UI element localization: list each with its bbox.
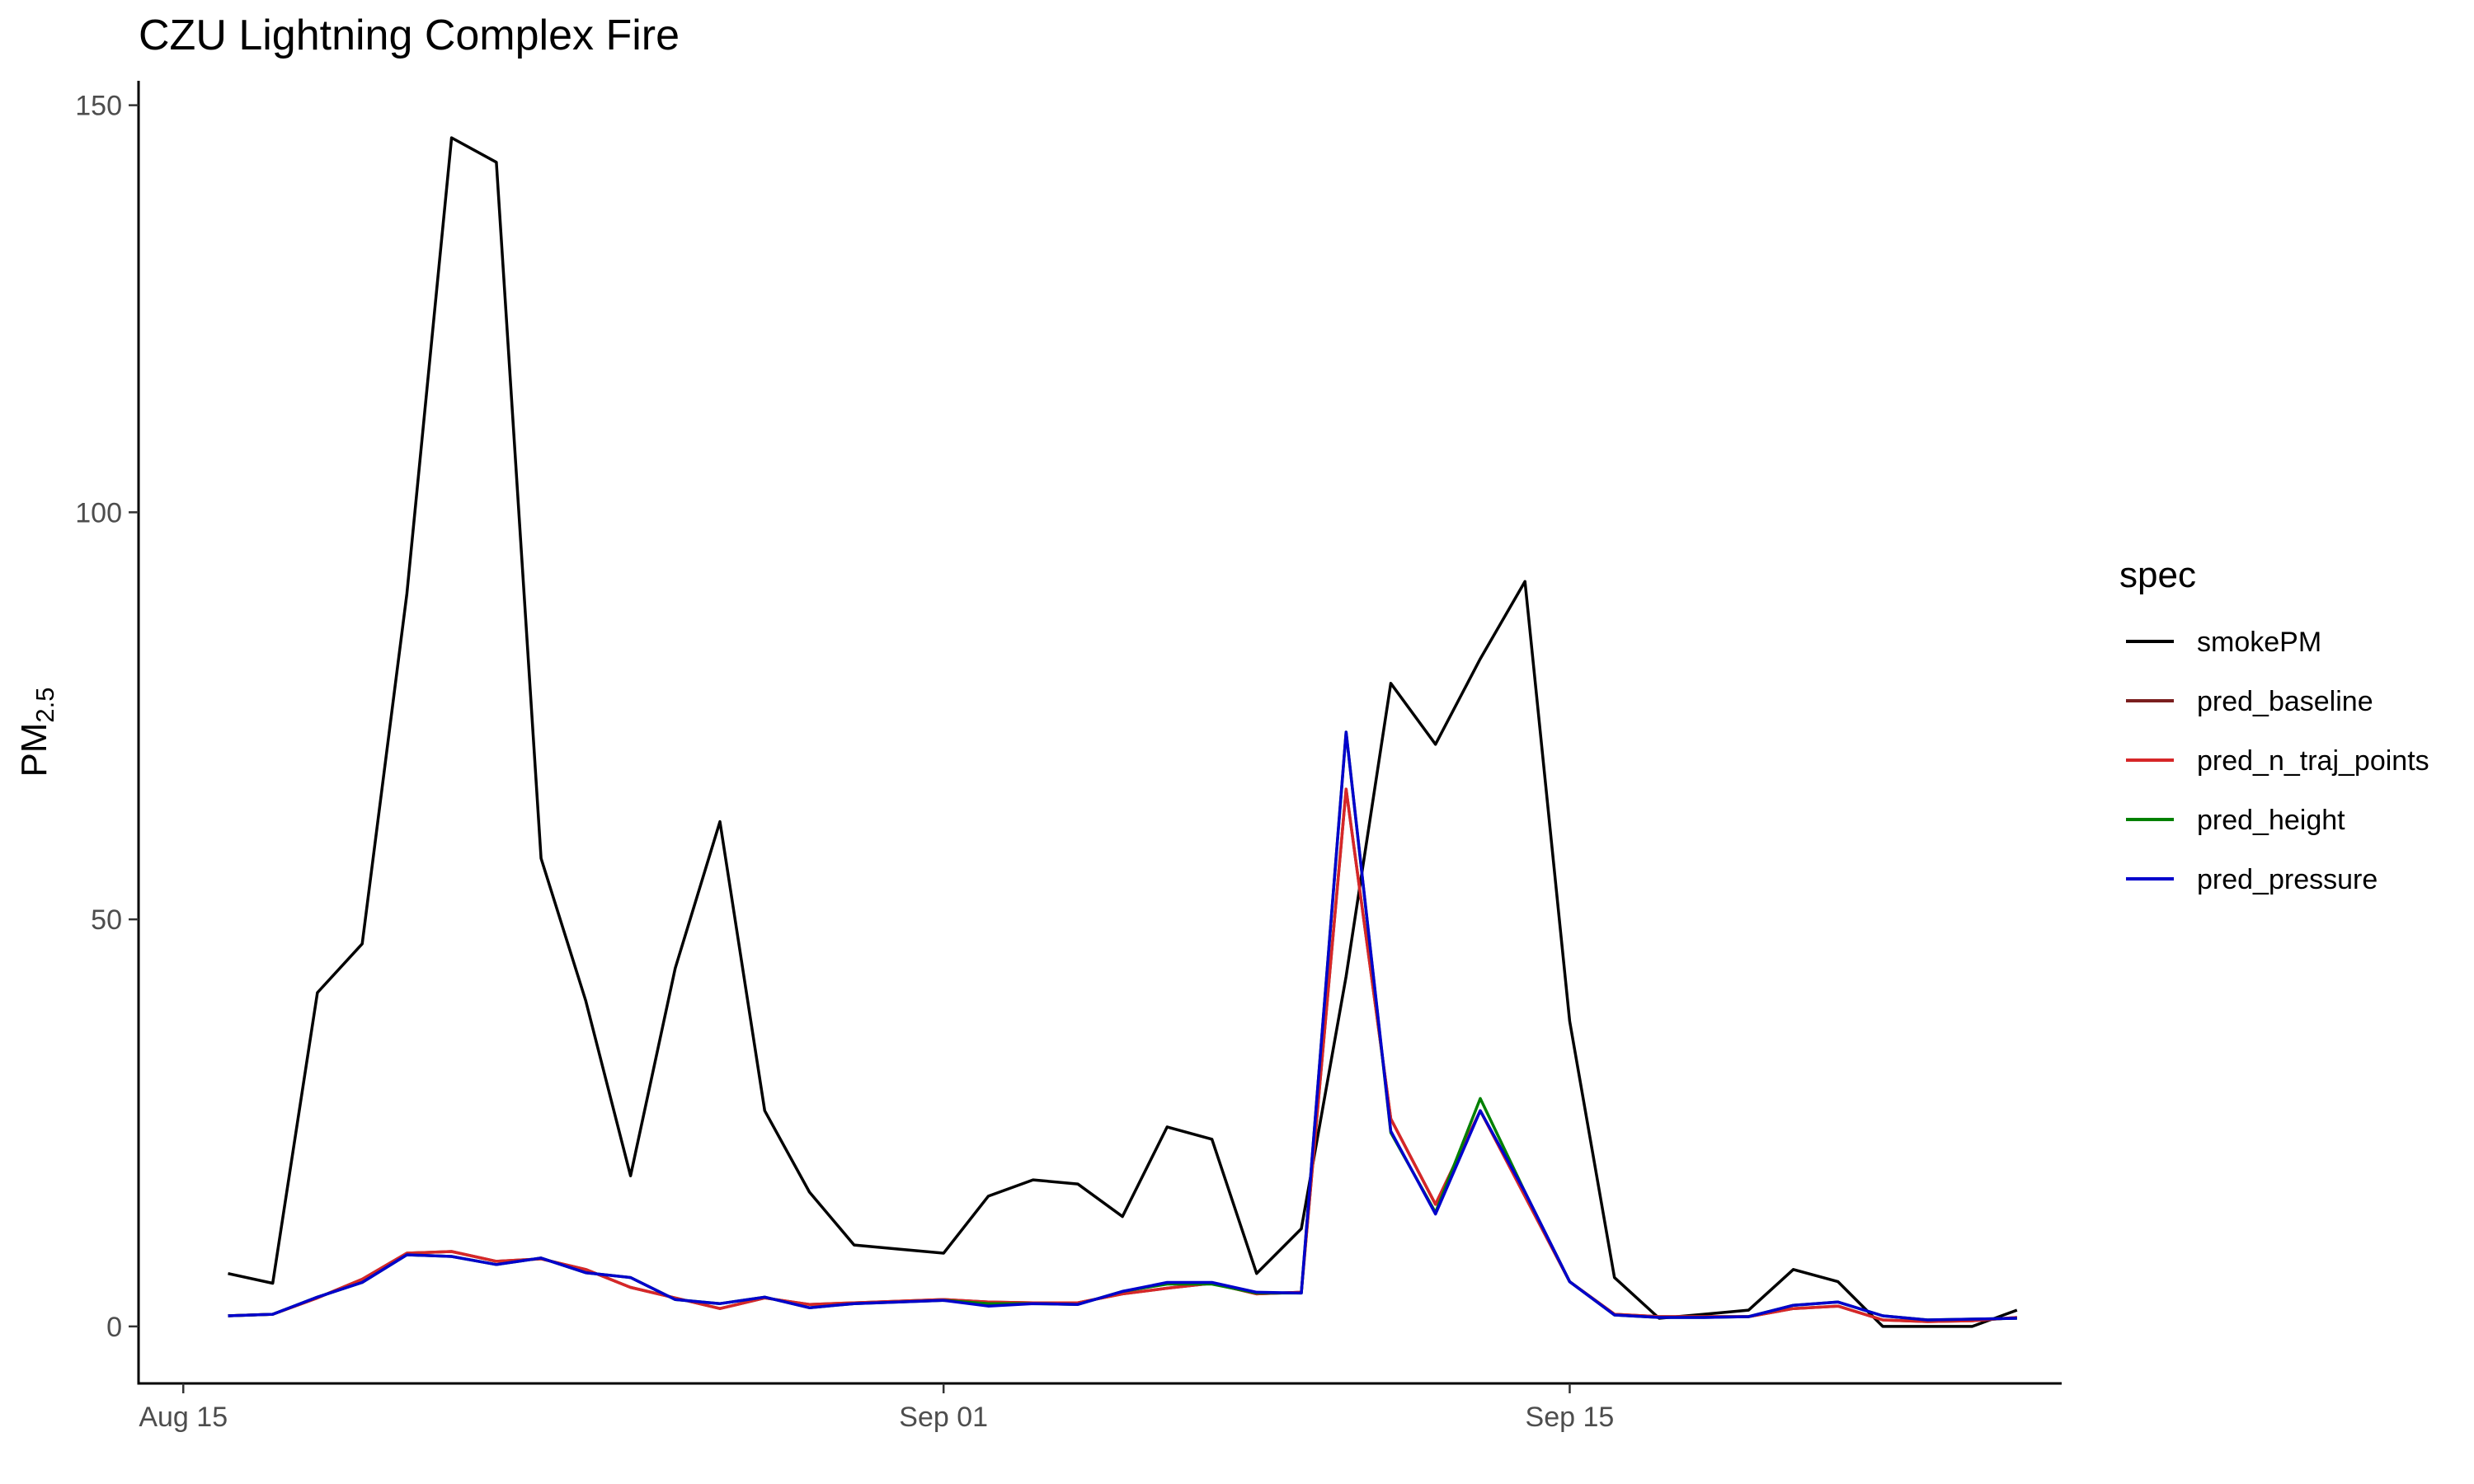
legend-items: smokePM pred_baseline pred_n_traj_pointspr… <box>2126 627 2429 895</box>
legend-label: pred_height <box>2197 805 2345 836</box>
x-tick-label: Sep 01 <box>899 1402 988 1433</box>
legend-title: spec <box>2119 555 2196 595</box>
x-tick-label: Aug 15 <box>139 1402 228 1433</box>
legend: spec smokePM pred_baseline pred_n_traj_poi… <box>2119 555 2429 895</box>
y-tick-label: 150 <box>75 91 122 122</box>
y-tick-label: 50 <box>91 904 122 936</box>
series-line-pred-baseline <box>228 787 2017 1323</box>
series-line-smokePM <box>228 136 2018 1328</box>
chart-title: CZU Lightning Complex Fire <box>139 12 680 59</box>
y-axis-title: PM2.5 <box>14 687 59 777</box>
x-axis-ticks: Aug 15 Sep 01 Sep 15 <box>139 1383 1614 1433</box>
legend-label: pred_baseline <box>2197 686 2373 717</box>
series-line-pred-height <box>228 730 2017 1322</box>
y-tick-label: 0 <box>106 1312 122 1343</box>
legend-label: pred_pressure <box>2197 864 2378 895</box>
y-axis-ticks: 0 50 100 150 <box>75 91 139 1343</box>
x-tick-label: Sep 15 <box>1526 1402 1615 1433</box>
series-line-pred-n-traj-points <box>228 787 2017 1323</box>
y-axis-title-main: PM <box>14 723 54 777</box>
legend-label: pred_n_traj_points <box>2197 745 2429 777</box>
y-tick-label: 100 <box>75 497 122 528</box>
legend-label: smokePM <box>2197 627 2321 658</box>
series-lines <box>228 136 2018 1328</box>
plot-area <box>228 136 2018 1328</box>
y-axis-title-subscript: 2.5 <box>31 687 59 722</box>
series-line-pred-pressure <box>228 730 2017 1322</box>
